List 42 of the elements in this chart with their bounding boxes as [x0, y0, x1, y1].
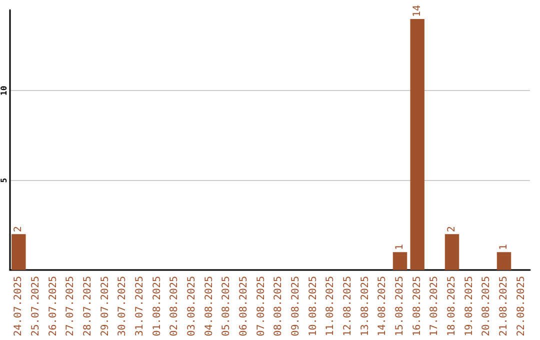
x-tick-label: 09.08.2025: [290, 276, 302, 336]
x-tick-label: 04.08.2025: [204, 276, 215, 336]
bar: [444, 234, 460, 270]
x-tick-label: 13.08.2025: [360, 276, 371, 336]
x-tick-label: 10.08.2025: [308, 276, 319, 336]
x-tick-label: 19.08.2025: [464, 276, 475, 336]
x-tick-label: 11.08.2025: [325, 276, 336, 336]
x-tick-label: 07.08.2025: [256, 276, 267, 336]
y-tick-label: 5: [0, 178, 8, 183]
x-tick-label: 15.08.2025: [394, 276, 406, 336]
x-tick-label: 01.08.2025: [152, 276, 163, 336]
x-tick-label: 25.07.2025: [30, 276, 42, 336]
x-tick-label: 30.07.2025: [117, 276, 128, 336]
x-tick-label: 26.07.2025: [48, 276, 59, 336]
x-tick-label: 20.08.2025: [481, 276, 492, 336]
x-tick-label: 27.07.2025: [65, 276, 76, 336]
data-label: 14: [412, 4, 423, 17]
x-tick-label: 29.07.2025: [100, 276, 111, 336]
x-tick-label: 05.08.2025: [221, 276, 232, 336]
x-tick-label: 08.08.2025: [273, 276, 284, 336]
x-tick-label: 02.08.2025: [169, 276, 180, 336]
x-tick-label: 28.07.2025: [82, 276, 94, 336]
bar: [410, 18, 424, 270]
x-tick-label: 16.08.2025: [412, 276, 423, 336]
x-tick-label: 22.08.2025: [516, 276, 527, 336]
data-label: 1: [394, 244, 406, 250]
bar: [392, 252, 408, 270]
bar: [496, 252, 512, 270]
data-label: 2: [13, 226, 24, 232]
x-tick-label: 21.08.2025: [498, 276, 510, 336]
x-tick-label: 31.07.2025: [134, 276, 146, 336]
data-label: 2: [446, 226, 458, 232]
x-tick-label: 24.07.2025: [13, 276, 24, 336]
x-tick-label: 17.08.2025: [429, 276, 440, 336]
x-tick-label: 18.08.2025: [446, 276, 458, 336]
x-tick-label: 06.08.2025: [238, 276, 250, 336]
x-tick-label: 12.08.2025: [342, 276, 354, 336]
x-tick-label: 03.08.2025: [186, 276, 198, 336]
bar: [12, 234, 26, 270]
data-label: 1: [498, 244, 510, 250]
y-tick-label: 10: [0, 86, 8, 96]
x-tick-label: 14.08.2025: [377, 276, 388, 336]
